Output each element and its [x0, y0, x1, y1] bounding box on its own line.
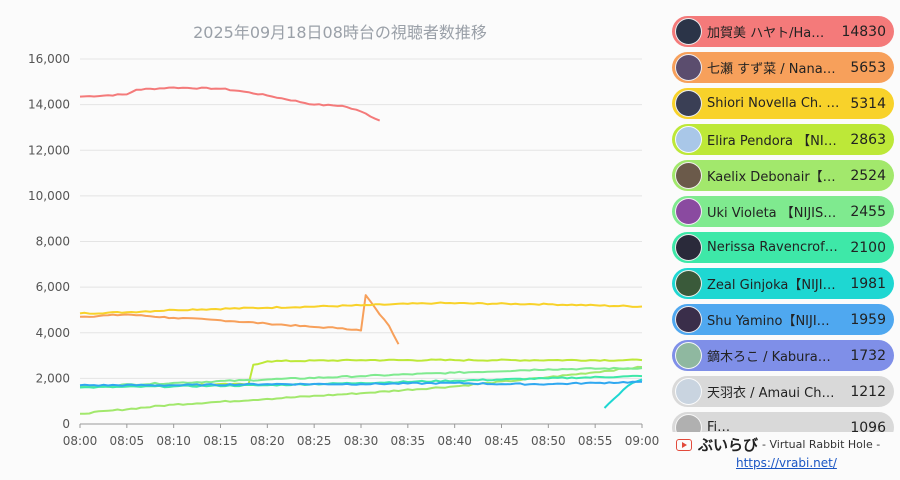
x-tick-label: 08:05: [110, 434, 145, 448]
avatar: [675, 342, 702, 369]
chart-area: 2025年09月18日08時台の視聴者数推移 0 2,000 4,000 6,000 8…: [28, 23, 659, 448]
x-tick-label: 08:55: [578, 434, 613, 448]
ranking-item-count: 2455: [850, 203, 886, 220]
brand-name: ぶいらび: [698, 436, 759, 454]
y-tick-label: 10,000: [28, 189, 70, 203]
avatar: [675, 18, 702, 45]
ranking-item[interactable]: 天羽衣 / Amaui Ch… 1212: [672, 376, 894, 407]
ranking-item-count: 1959: [850, 311, 886, 328]
avatar: [675, 90, 702, 117]
play-icon: [676, 438, 692, 451]
x-tick-label: 08:30: [344, 434, 379, 448]
y-tick-label: 16,000: [28, 52, 70, 66]
x-tick-label: 09:00: [625, 434, 660, 448]
avatar: [675, 162, 702, 189]
ranking-item[interactable]: Nerissa Ravencrof… 2100: [672, 232, 894, 263]
ranking-item[interactable]: 七瀬 すず菜 / Nana… 5653: [672, 52, 894, 83]
site-footer: ぶいらび - Virtual Rabbit Hole - https://vra…: [668, 432, 900, 480]
x-tick-label: 08:45: [484, 434, 519, 448]
avatar: [675, 378, 702, 405]
ranking-item-count: 14830: [841, 23, 886, 40]
ranking-item-name: Kaelix Debonair【…: [707, 170, 836, 185]
ranking-item[interactable]: Elira Pendora 【NI… 2863: [672, 124, 894, 155]
x-tick-label: 08:10: [156, 434, 191, 448]
series-line-3: [79, 301, 643, 315]
ranking-item-name: Fi…: [707, 420, 731, 432]
y-tick-label: 4,000: [36, 326, 70, 340]
ranking-item-name: Shiori Novella Ch. …: [707, 96, 840, 111]
ranking-item[interactable]: Zeal Ginjoka【NIJI… 1981: [672, 268, 894, 299]
ranking-list: 加賀美 ハヤト/Ha… 14830 七瀬 すず菜 / Nana… 5653 Shiori…: [672, 12, 894, 432]
ranking-item-name: Nerissa Ravencrof…: [707, 240, 838, 255]
ranking-item-name: 鏑木ろこ / Kabura…: [707, 350, 831, 365]
avatar: [675, 270, 702, 297]
ranking-item[interactable]: Kaelix Debonair【… 2524: [672, 160, 894, 191]
y-tick-label: 6,000: [36, 280, 70, 294]
ranking-item-name: Zeal Ginjoka【NIJI…: [707, 278, 836, 293]
ranking-item-count: 2100: [850, 239, 886, 256]
series-line-9: [79, 380, 643, 387]
ranking-item-count: 5314: [850, 95, 886, 112]
avatar: [675, 414, 702, 432]
avatar: [675, 54, 702, 81]
x-tick-label: 08:20: [250, 434, 285, 448]
ranking-sidebar: 加賀美 ハヤト/Ha… 14830 七瀬 すず菜 / Nana… 5653 Shiori…: [668, 0, 900, 480]
ranking-item[interactable]: Shu Yamino【NIJI… 1959: [672, 304, 894, 335]
x-tick-label: 08:50: [531, 434, 566, 448]
viewer-line-chart: 2025年09月18日08時台の視聴者数推移 0 2,000 4,000 6,000 8…: [28, 23, 659, 448]
x-tick-label: 08:40: [437, 434, 472, 448]
series-line-7: [79, 374, 643, 389]
ranking-item[interactable]: Shiori Novella Ch. … 5314: [672, 88, 894, 119]
site-link[interactable]: https://vrabi.net/: [736, 456, 837, 470]
axis-layer: 0 2,000 4,000 6,000 8,000 10,000 12,000 14,000 1…: [28, 52, 659, 448]
ranking-item-name: Elira Pendora 【NI…: [707, 134, 837, 149]
ranking-item-name: Shu Yamino【NIJI…: [707, 314, 830, 329]
chart-title: 2025年09月18日08時台の視聴者数推移: [193, 23, 487, 42]
ranking-item-count: 1096: [850, 419, 886, 433]
ranking-item-name: 加賀美 ハヤト/Ha…: [707, 26, 825, 41]
series-line-6: [79, 366, 643, 388]
ranking-item-count: 1981: [850, 275, 886, 292]
y-tick-label: 0: [62, 417, 70, 431]
series-line-8: [603, 378, 643, 409]
x-tick-label: 08:15: [203, 434, 238, 448]
avatar: [675, 234, 702, 261]
avatar: [675, 198, 702, 225]
series-line-5: [80, 365, 643, 415]
y-tick-label: 12,000: [28, 143, 70, 157]
ranking-item-name: 七瀬 すず菜 / Nana…: [707, 62, 836, 77]
ranking-item-name: 天羽衣 / Amaui Ch…: [707, 386, 835, 401]
ranking-item[interactable]: Fi… 1096: [672, 412, 894, 432]
ranking-item-count: 1732: [850, 347, 886, 364]
x-tick-label: 08:35: [391, 434, 426, 448]
series-line-1: [79, 86, 381, 122]
ranking-item-name: Uki Violeta 【NIJIS…: [707, 206, 837, 221]
ranking-item[interactable]: Uki Violeta 【NIJIS… 2455: [672, 196, 894, 227]
ranking-item-count: 2524: [850, 167, 886, 184]
ranking-item[interactable]: 鏑木ろこ / Kabura… 1732: [672, 340, 894, 371]
series-layer: [79, 86, 643, 415]
brand-line: ぶいらび - Virtual Rabbit Hole -: [676, 434, 880, 455]
y-tick-label: 2,000: [36, 371, 70, 385]
grid-layer: [80, 58, 642, 425]
y-tick-label: 8,000: [36, 235, 70, 249]
brand-subtitle: - Virtual Rabbit Hole -: [762, 438, 881, 451]
ranking-item[interactable]: 加賀美 ハヤト/Ha… 14830: [672, 16, 894, 47]
y-tick-label: 14,000: [28, 98, 70, 112]
ranking-item-count: 5653: [850, 59, 886, 76]
ranking-item-count: 1212: [850, 383, 886, 400]
ranking-item-count: 2863: [850, 131, 886, 148]
x-tick-label: 08:00: [63, 434, 98, 448]
x-tick-label: 08:25: [297, 434, 332, 448]
avatar: [675, 126, 702, 153]
avatar: [675, 306, 702, 333]
series-line-2: [79, 294, 400, 345]
